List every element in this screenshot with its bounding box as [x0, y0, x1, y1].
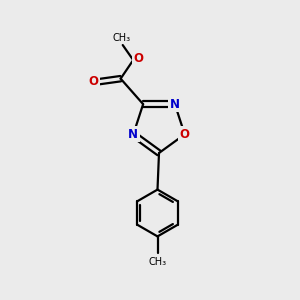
Text: O: O: [180, 128, 190, 141]
Text: O: O: [88, 75, 99, 88]
Text: N: N: [170, 98, 180, 111]
Text: O: O: [134, 52, 144, 65]
Text: CH₃: CH₃: [112, 34, 130, 44]
Text: N: N: [128, 128, 138, 141]
Text: CH₃: CH₃: [148, 257, 166, 267]
